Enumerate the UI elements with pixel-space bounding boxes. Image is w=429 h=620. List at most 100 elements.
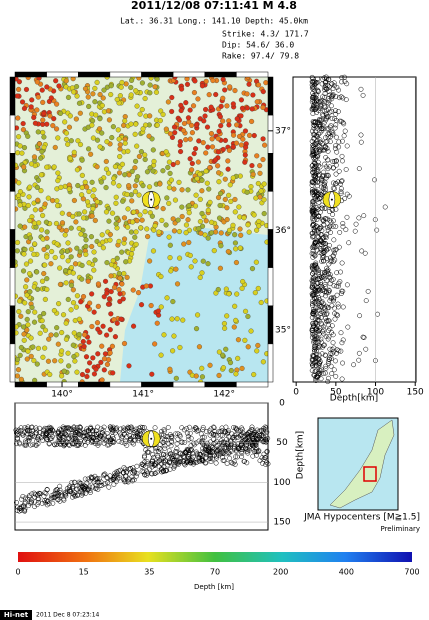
section-hypocenter [104,430,110,436]
map-hypocenter [66,363,72,369]
map-hypocenter [157,181,163,187]
depth-hypocenter [339,153,345,159]
map-hypocenter [233,371,239,377]
map-hypocenter [222,176,228,182]
map-frame [109,381,142,388]
section-hypocenter [87,488,93,494]
section-hypocenter [57,440,63,446]
map-hypocenter [15,115,21,121]
section-hypocenter [185,459,191,465]
section-hypocenter [44,497,50,503]
depth-hypocenter [337,229,343,235]
depth-hypocenter [340,158,345,164]
depth-hypocenter [312,343,318,349]
map-hypocenter [74,93,80,99]
section-hypocenter [108,437,114,443]
section-hypocenter [247,443,253,449]
section-hypocenter [204,444,210,450]
map-hypocenter [254,99,260,105]
map-hypocenter [44,235,50,241]
map-hypocenter [170,299,176,305]
title: 2011/12/08 07:11:41 M 4.8 [131,0,297,12]
map-hypocenter [159,217,165,223]
section-hypocenter [235,428,241,434]
depth-hypocenter [325,318,331,324]
section-hypocenter [93,485,99,491]
map-hypocenter [234,291,240,297]
depth-hypocenter [315,152,321,158]
depth-hypocenter [312,174,318,180]
map-hypocenter [181,241,187,247]
section-hypocenter [153,448,159,454]
map-hypocenter [199,365,205,371]
depth-hypocenter [310,320,316,326]
depth-hypocenter [310,221,316,227]
map-hypocenter [72,261,79,267]
depth-hypocenter [309,79,315,85]
map-hypocenter [131,323,137,329]
depth-hypocenter [374,227,380,233]
map-hypocenter [86,146,92,152]
depth-hypocenter [331,295,337,301]
map-hypocenter [183,230,189,236]
map-hypocenter [23,261,30,267]
map-hypocenter [84,184,90,190]
colorbar-tick-label: 200 [273,568,288,577]
map-hypocenter [168,268,174,274]
section-hypocenter [70,494,75,500]
map-hypocenter [249,118,255,125]
section-hypocenter [231,459,237,465]
section-hypocenter [166,448,172,454]
map-hypocenter [62,119,68,125]
map-hypocenter [89,243,95,250]
section-hypocenter [29,428,35,434]
map-hypocenter [18,376,24,382]
map-hypocenter [16,86,22,92]
map-hypocenter [160,206,166,212]
map-hypocenter [25,133,31,139]
map-hypocenter [235,337,241,343]
section-hypocenter [158,429,164,434]
section-hypocenter [211,432,217,437]
map-hypocenter [147,82,153,88]
section-hypocenter [49,436,55,442]
depth-hypocenter [324,310,330,316]
depth-hypocenter [318,366,324,372]
map-hypocenter [82,209,88,215]
map-hypocenter [55,170,61,176]
depth-hypocenter [356,350,362,356]
map-x-tick-label: 142° [213,390,235,400]
depth-hypocenter [319,81,325,87]
depth-hypocenter [330,185,336,191]
depth-hypocenter [324,268,330,274]
section-hypocenter [239,450,245,456]
section-hypocenter [200,449,206,455]
depth-hypocenter [324,126,330,132]
depth-x-tick-label: 150 [407,388,424,398]
section-hypocenter [173,453,179,459]
map-hypocenter [107,327,113,333]
section-hypocenter [172,463,177,469]
depth-hypocenter [317,225,323,231]
map-hypocenter [63,268,69,274]
section-hypocenter [121,465,127,470]
map-hypocenter [142,152,148,158]
section-hypocenter [168,451,174,457]
section-hypocenter [86,434,91,440]
section-hypocenter [58,442,63,447]
map-hypocenter [58,184,64,190]
section-hypocenter [165,434,171,440]
section-hypocenter [94,431,99,437]
section-hypocenter [62,431,68,437]
section-hypocenter [15,436,21,442]
section-hypocenter [29,500,34,506]
section-hypocenter [62,426,68,432]
map-hypocenter [71,149,77,155]
map-hypocenter [75,138,81,144]
map-hypocenter [130,287,136,293]
section-hypocenter [74,443,80,449]
map-hypocenter [113,200,119,206]
map-hypocenter [216,170,222,176]
depth-hypocenter [309,265,315,271]
map-hypocenter [243,308,249,314]
